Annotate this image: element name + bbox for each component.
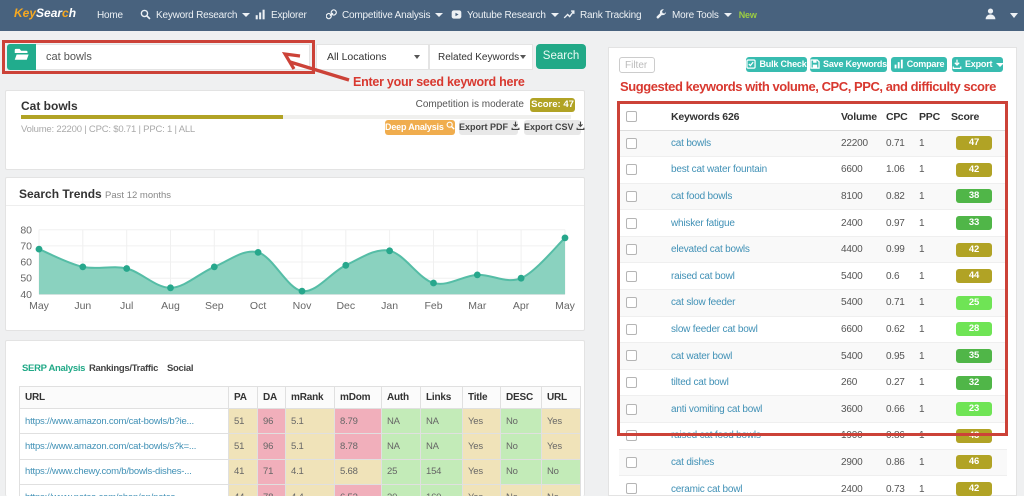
svg-text:Aug: Aug: [161, 300, 180, 312]
svg-text:May: May: [555, 300, 576, 312]
svg-text:50: 50: [20, 273, 32, 285]
svg-text:Sep: Sep: [205, 300, 224, 312]
svg-text:Mar: Mar: [468, 300, 487, 312]
svg-text:70: 70: [20, 240, 32, 252]
svg-text:Oct: Oct: [250, 300, 266, 312]
svg-text:Apr: Apr: [513, 300, 530, 312]
svg-text:80: 80: [20, 224, 32, 236]
svg-text:60: 60: [20, 257, 32, 269]
svg-text:40: 40: [20, 289, 32, 301]
svg-text:Jan: Jan: [381, 300, 398, 312]
svg-text:May: May: [29, 300, 50, 312]
svg-text:Jun: Jun: [74, 300, 91, 312]
svg-text:Nov: Nov: [293, 300, 312, 312]
svg-text:Feb: Feb: [424, 300, 442, 312]
svg-text:Dec: Dec: [336, 300, 355, 312]
svg-text:Jul: Jul: [120, 300, 133, 312]
